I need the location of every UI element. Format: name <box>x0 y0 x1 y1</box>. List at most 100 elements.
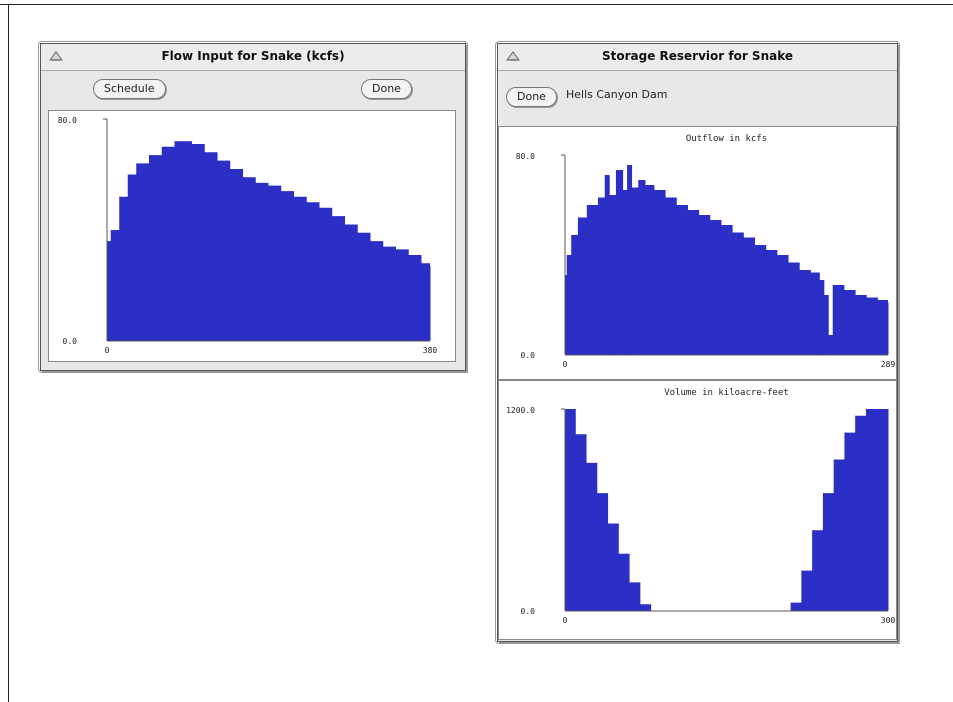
data-point <box>799 270 801 355</box>
data-point <box>615 170 617 355</box>
storage-done-button[interactable]: Done <box>506 87 557 107</box>
data-point <box>229 168 231 341</box>
data-point <box>344 224 346 341</box>
data-point <box>622 190 624 355</box>
data-point <box>408 254 410 341</box>
screen-frame-top <box>0 4 953 5</box>
data-point <box>687 210 689 355</box>
data-point <box>577 217 579 355</box>
data-point <box>844 432 846 611</box>
data-point <box>776 255 778 355</box>
data-point <box>629 582 631 611</box>
y-tick-label: 80.0 <box>516 152 535 161</box>
data-point <box>618 553 620 611</box>
data-point <box>149 155 150 341</box>
data-point <box>709 220 711 355</box>
x-tick-label: 300 <box>881 616 896 625</box>
data-point <box>382 246 384 341</box>
data-point <box>217 160 218 341</box>
data-point <box>743 237 745 355</box>
chart-title: Volume in kiloacre-feet <box>664 388 789 398</box>
flow-input-title: Flow Input for Snake (kcfs) <box>161 49 345 63</box>
data-point <box>698 215 700 355</box>
outflow-chart-panel: Outflow in kcfs 80.0 0.0 0 289 <box>498 126 897 380</box>
data-point <box>828 335 830 355</box>
data-point <box>790 602 792 611</box>
data-point <box>855 415 857 611</box>
data-point <box>720 225 722 355</box>
y-tick-label: 80.0 <box>58 116 77 125</box>
data-area <box>565 165 888 355</box>
data-point <box>331 216 333 341</box>
data-point <box>887 409 889 611</box>
data-point <box>174 141 176 341</box>
data-point <box>732 232 734 355</box>
data-point <box>357 232 359 341</box>
window-menu-icon[interactable] <box>506 50 520 62</box>
data-point <box>183 141 184 341</box>
data-point <box>823 295 825 355</box>
data-point <box>598 197 600 355</box>
data-point <box>812 530 814 611</box>
data-point <box>833 459 835 611</box>
data-point <box>586 205 588 355</box>
data-point <box>395 249 397 341</box>
flow-input-titlebar[interactable]: Flow Input for Snake (kcfs) <box>41 44 465 71</box>
data-point <box>191 143 193 341</box>
data-point <box>136 163 138 341</box>
data-point <box>127 174 129 341</box>
flow-chart-panel: 80.0 0.0 0 380 <box>48 110 456 362</box>
data-point <box>819 280 821 355</box>
data-point <box>586 462 588 611</box>
data-point <box>161 146 163 341</box>
data-point <box>255 182 257 341</box>
y-tick-label: 0.0 <box>521 607 536 616</box>
data-point <box>609 195 611 355</box>
volume-chart-panel: Volume in kiloacre-feet 1200.0 0.0 0 300 <box>498 380 897 640</box>
volume-chart: Volume in kiloacre-feet 1200.0 0.0 0 300 <box>506 388 896 625</box>
data-point <box>421 263 422 341</box>
y-tick-label: 1200.0 <box>506 406 535 415</box>
flow-input-window: Flow Input for Snake (kcfs) Schedule Don… <box>38 41 468 373</box>
schedule-button[interactable]: Schedule <box>93 79 166 99</box>
dam-name-label: Hells Canyon Dam <box>566 88 668 101</box>
y-tick-label: 0.0 <box>63 337 78 346</box>
data-point <box>596 493 598 611</box>
data-point <box>429 266 431 341</box>
data-point <box>119 196 121 341</box>
data-point <box>810 272 812 355</box>
data-area <box>565 409 888 611</box>
x-tick-label: 0 <box>105 346 110 355</box>
data-point <box>887 302 889 355</box>
data-point <box>855 295 857 355</box>
x-tick-label: 289 <box>881 360 896 369</box>
flow-done-button[interactable]: Done <box>361 79 412 99</box>
data-point <box>627 165 629 355</box>
data-point <box>204 152 206 341</box>
data-point <box>832 285 834 355</box>
data-point <box>877 300 879 355</box>
x-tick-label: 380 <box>423 346 438 355</box>
data-point <box>843 290 845 355</box>
data-point <box>631 187 633 355</box>
storage-reservoir-window: Storage Reservior for Snake Done Hells C… <box>495 41 900 644</box>
data-point <box>754 245 756 355</box>
y-tick-label: 0.0 <box>521 351 536 360</box>
window-menu-icon[interactable] <box>49 50 63 62</box>
data-point <box>607 523 609 611</box>
x-tick-label: 0 <box>563 616 568 625</box>
data-point <box>665 197 667 355</box>
data-point <box>638 180 640 355</box>
data-point <box>280 191 282 341</box>
screen-frame-left <box>8 4 9 702</box>
data-point <box>293 196 295 341</box>
data-point <box>865 409 867 611</box>
data-point <box>644 185 646 355</box>
data-point <box>242 177 244 341</box>
chart-title: Outflow in kcfs <box>686 134 767 144</box>
data-point <box>765 250 767 355</box>
storage-titlebar[interactable]: Storage Reservior for Snake <box>498 44 897 71</box>
data-point <box>676 205 678 355</box>
data-point <box>566 255 568 355</box>
data-point <box>866 297 868 355</box>
